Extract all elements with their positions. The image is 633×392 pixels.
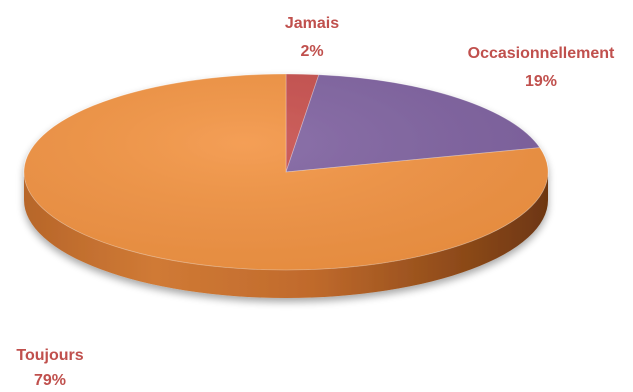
pie-side-wall <box>24 172 548 298</box>
data-label-occasionnellement-percent: 19% <box>525 73 557 90</box>
pie-top-sheen <box>24 74 548 270</box>
data-label-jamais-percent: 2% <box>300 43 323 60</box>
pie-group <box>23 73 549 298</box>
data-label-occasionnellement-name: Occasionnellement <box>468 45 615 62</box>
data-labels: Toujours 79% Jamais 2% Occasionnellement 19% <box>16 15 615 389</box>
data-label-toujours-name: Toujours <box>16 347 83 364</box>
data-label-toujours-percent: 79% <box>34 372 66 387</box>
data-label-jamais-name: Jamais <box>285 15 339 32</box>
